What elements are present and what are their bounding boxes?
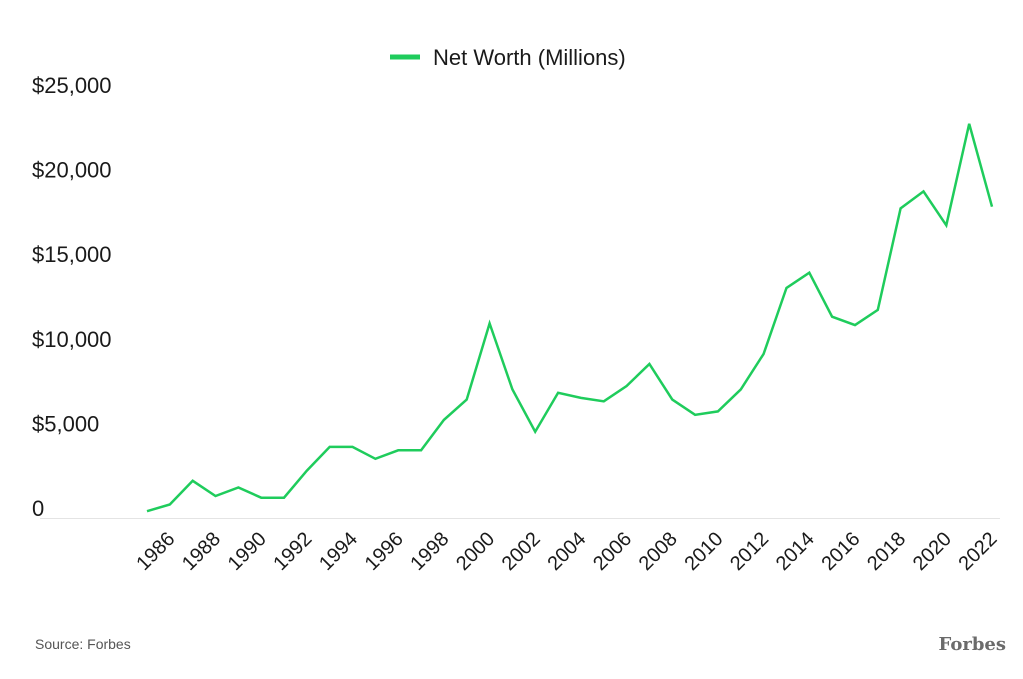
y-tick-label: 0 bbox=[32, 496, 44, 521]
x-tick-label: 2000 bbox=[452, 528, 499, 575]
x-tick-label: 2010 bbox=[680, 528, 727, 575]
y-axis: 0 $5,000 $10,000 $15,000 $20,000 $25,000 bbox=[32, 73, 112, 521]
x-tick-label: 2020 bbox=[909, 528, 956, 575]
x-axis: 1986198819901992199419961998200020022004… bbox=[132, 528, 1001, 575]
x-tick-label: 2014 bbox=[772, 528, 819, 575]
source-note: Source: Forbes bbox=[35, 636, 131, 652]
x-tick-label: 1990 bbox=[224, 528, 271, 575]
legend-label: Net Worth (Millions) bbox=[433, 45, 626, 70]
x-tick-label: 2018 bbox=[863, 528, 910, 575]
x-tick-label: 2022 bbox=[955, 528, 1002, 575]
y-tick-label: $5,000 bbox=[32, 411, 99, 436]
x-tick-label: 2006 bbox=[589, 528, 636, 575]
y-tick-label: $20,000 bbox=[32, 158, 112, 183]
x-tick-label: 1994 bbox=[315, 528, 362, 575]
x-tick-label: 1996 bbox=[361, 528, 408, 575]
x-tick-label: 1992 bbox=[269, 528, 316, 575]
x-tick-label: 2016 bbox=[817, 528, 864, 575]
series-group bbox=[146, 123, 994, 513]
x-tick-label: 2002 bbox=[498, 528, 545, 575]
x-tick-label: 2012 bbox=[726, 528, 773, 575]
y-tick-label: $25,000 bbox=[32, 73, 112, 98]
x-tick-label: 2008 bbox=[635, 528, 682, 575]
y-tick-label: $10,000 bbox=[32, 327, 112, 352]
x-tick-label: 2004 bbox=[543, 528, 590, 575]
x-tick-label: 1986 bbox=[132, 528, 179, 575]
forbes-logo: Forbes bbox=[938, 634, 1006, 655]
x-tick-label: 1988 bbox=[178, 528, 225, 575]
x-tick-label: 1998 bbox=[406, 528, 453, 575]
series-line-net-worth bbox=[146, 123, 994, 513]
y-tick-label: $15,000 bbox=[32, 242, 112, 267]
legend: Net Worth (Millions) bbox=[390, 45, 626, 70]
